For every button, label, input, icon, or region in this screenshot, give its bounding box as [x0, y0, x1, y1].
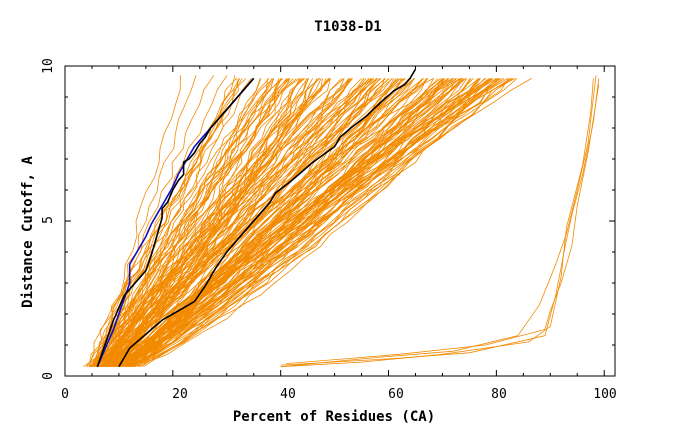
- black-left-line: [96, 77, 255, 367]
- model-line: [105, 78, 374, 367]
- model-line: [137, 78, 487, 367]
- x-tick-label: 20: [172, 387, 188, 402]
- model-line: [128, 78, 492, 367]
- model-line: [286, 84, 600, 364]
- model-line: [104, 78, 353, 367]
- plot-lines: [83, 68, 600, 368]
- model-line: [132, 78, 500, 368]
- model-line: [132, 78, 502, 367]
- model-line: [131, 78, 472, 368]
- x-tick-label: 0: [61, 387, 69, 402]
- model-line: [106, 78, 374, 367]
- model-line: [94, 78, 300, 367]
- y-axis-label: Distance Cutoff, A: [20, 156, 36, 308]
- model-line: [120, 78, 446, 368]
- model-line: [129, 78, 463, 367]
- model-line: [125, 78, 500, 367]
- model-line: [125, 78, 485, 368]
- y-tick-label: 5: [41, 216, 56, 224]
- model-line: [113, 78, 393, 367]
- model-line: [113, 78, 386, 368]
- black-mid-line: [118, 68, 417, 368]
- model-line: [97, 75, 197, 367]
- model-line: [110, 78, 390, 367]
- model-line: [280, 75, 597, 368]
- x-tick-label: 60: [388, 387, 404, 402]
- model-line: [140, 78, 511, 368]
- model-line: [132, 78, 532, 368]
- model-line: [99, 75, 228, 367]
- model-line: [104, 78, 352, 367]
- model-line: [93, 78, 252, 367]
- model-line: [125, 78, 514, 367]
- x-tick-label: 80: [491, 387, 507, 402]
- y-tick-label: 10: [41, 58, 56, 74]
- model-line: [114, 78, 372, 367]
- axis-ticks: [64, 65, 615, 377]
- model-line: [107, 78, 379, 367]
- model-line: [117, 78, 428, 367]
- model-line: [137, 78, 518, 368]
- model-line: [86, 78, 241, 367]
- model-line: [114, 78, 415, 367]
- model-line: [103, 78, 320, 367]
- model-line: [107, 78, 345, 367]
- model-line: [138, 78, 513, 367]
- model-line: [117, 78, 453, 367]
- model-line: [120, 78, 460, 368]
- model-line: [106, 78, 343, 367]
- model-line: [130, 78, 508, 368]
- x-tick-label: 100: [593, 387, 616, 402]
- model-line: [115, 78, 454, 367]
- chart-title: T1038-D1: [314, 19, 381, 35]
- model-line: [102, 78, 365, 367]
- model-line: [107, 78, 364, 367]
- x-axis-label: Percent of Residues (CA): [233, 409, 435, 425]
- x-tick-label: 40: [280, 387, 296, 402]
- model-line: [118, 78, 455, 367]
- y-tick-label: 0: [41, 372, 56, 380]
- model-line: [280, 78, 594, 368]
